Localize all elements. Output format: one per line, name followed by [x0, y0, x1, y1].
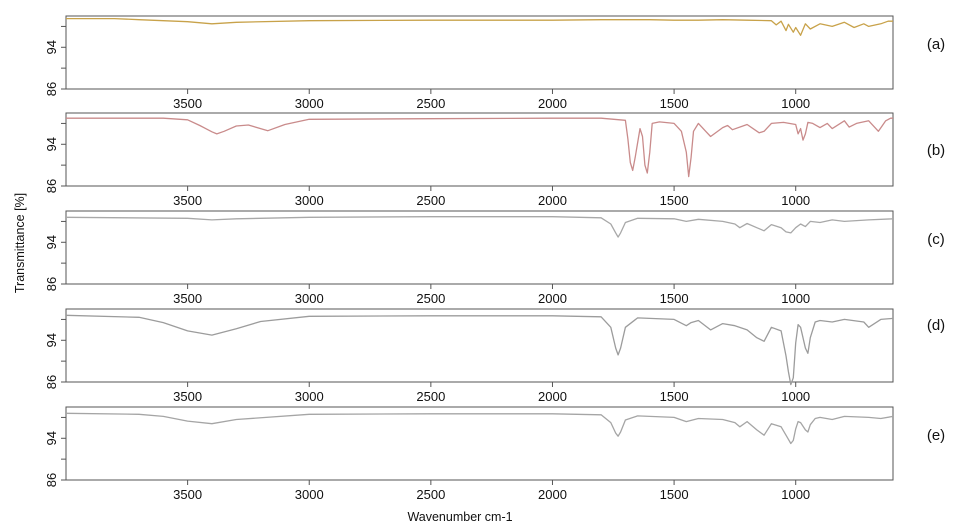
panel-frame: [65, 308, 894, 383]
y-tick-label: 86: [44, 473, 59, 487]
panel-label: (c): [927, 231, 945, 248]
panel-frame: [65, 406, 894, 481]
spectrum-line-3: [65, 216, 894, 238]
x-axis-title: Wavenumber cm-1: [407, 510, 512, 524]
panel-label: (d): [927, 317, 945, 334]
spectrum-line-4: [65, 314, 894, 386]
x-tick-label: 1500: [660, 487, 689, 502]
spectrum-line-1: [66, 17, 893, 36]
y-tick-label: 86: [44, 82, 59, 96]
x-tick-label: 2500: [416, 291, 445, 306]
x-tick-label: 3000: [295, 487, 324, 502]
x-tick-label: 1500: [660, 96, 689, 111]
panel-3: 94 86 3500 3000 2500 2000 1500 1000 (c): [44, 210, 945, 306]
x-tick-label: 1000: [781, 96, 810, 111]
y-tick-label: 94: [44, 40, 59, 54]
x-tick-label: 3000: [295, 96, 324, 111]
x-tick-label: 2500: [416, 96, 445, 111]
x-tick-label: 2000: [538, 487, 567, 502]
panel-frame: [65, 15, 894, 90]
x-tick-label: 3000: [295, 291, 324, 306]
x-tick-label: 3500: [173, 96, 202, 111]
x-tick-label: 1000: [781, 193, 810, 208]
x-tick-label: 2000: [538, 389, 567, 404]
panel-label: (a): [927, 36, 945, 53]
panel-5: 94 86 3500 3000 2500 2000 1500 1000 (e): [44, 406, 945, 502]
panel-frame: [65, 210, 894, 285]
y-tick-label: 94: [44, 431, 59, 445]
y-tick-label: 86: [44, 277, 59, 291]
spectrum-line-2: [66, 117, 893, 178]
spectrum-line-5: [65, 412, 894, 445]
x-tick-label: 1000: [781, 389, 810, 404]
panel-2: 94 86 3500 3000 2500 2000 1500 1000 (b): [44, 112, 945, 208]
panel-1: 94 86 3500 3000 2500 2000 1500 1000 (a): [44, 15, 945, 111]
y-tick-label: 94: [44, 333, 59, 347]
x-tick-label: 1500: [660, 193, 689, 208]
panel-4: 94 86 3500 3000 2500 2000 1500 1000 (d): [44, 308, 945, 404]
panel-label: (b): [927, 142, 945, 159]
y-tick-label: 86: [44, 179, 59, 193]
x-tick-label: 2500: [416, 487, 445, 502]
x-tick-label: 3000: [295, 193, 324, 208]
y-tick-label: 94: [44, 235, 59, 249]
x-tick-label: 3500: [173, 389, 202, 404]
x-tick-label: 3500: [173, 193, 202, 208]
x-tick-label: 2500: [416, 389, 445, 404]
x-tick-label: 1500: [660, 389, 689, 404]
x-tick-label: 2000: [538, 291, 567, 306]
x-tick-label: 2500: [416, 193, 445, 208]
panel-frame: [65, 112, 894, 187]
y-tick-label: 86: [44, 375, 59, 389]
y-tick-label: 94: [44, 137, 59, 151]
x-tick-label: 3500: [173, 487, 202, 502]
y-axis-title: Transmittance [%]: [13, 193, 27, 293]
x-tick-label: 3000: [295, 389, 324, 404]
x-tick-label: 1000: [781, 291, 810, 306]
x-tick-label: 3500: [173, 291, 202, 306]
panel-label: (e): [927, 427, 945, 444]
x-tick-label: 2000: [538, 193, 567, 208]
x-tick-label: 1000: [781, 487, 810, 502]
x-tick-label: 1500: [660, 291, 689, 306]
panels: 94 86 3500 3000 2500 2000 1500 1000 (a) 94 86 3500 3…: [44, 15, 945, 502]
x-tick-label: 2000: [538, 96, 567, 111]
